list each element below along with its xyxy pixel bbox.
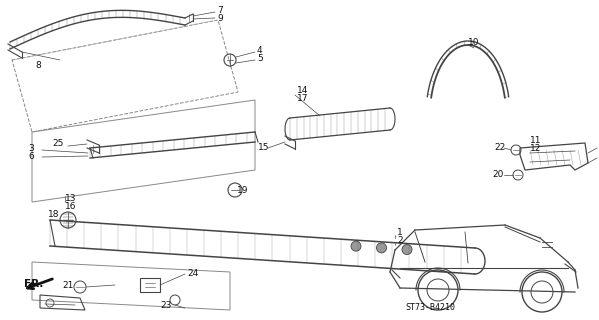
Text: 1: 1	[397, 228, 403, 236]
Text: 13: 13	[65, 194, 77, 203]
Circle shape	[351, 241, 361, 251]
Text: 11: 11	[530, 135, 541, 145]
Circle shape	[402, 244, 412, 254]
Text: 24: 24	[187, 268, 198, 277]
Text: 17: 17	[297, 93, 308, 102]
Text: 12: 12	[530, 143, 541, 153]
Bar	[140, 278, 160, 292]
Text: FR.: FR.	[24, 279, 43, 289]
Text: 3: 3	[28, 143, 34, 153]
Text: 18: 18	[48, 210, 59, 219]
Text: 23: 23	[160, 301, 171, 310]
Text: 2: 2	[397, 236, 403, 244]
Text: 20: 20	[492, 170, 503, 179]
Text: 14: 14	[297, 85, 308, 94]
Text: 6: 6	[28, 151, 34, 161]
Circle shape	[377, 243, 386, 253]
Text: 7: 7	[217, 5, 223, 14]
Text: 22: 22	[494, 142, 505, 151]
Text: 21: 21	[62, 282, 73, 291]
Text: 16: 16	[65, 202, 77, 211]
Text: 15: 15	[258, 142, 270, 151]
Text: 4: 4	[257, 45, 262, 54]
Text: ST73-B4210: ST73-B4210	[405, 302, 455, 311]
Text: 25: 25	[52, 139, 63, 148]
Text: 8: 8	[35, 60, 41, 69]
Text: 5: 5	[257, 53, 263, 62]
Text: 9: 9	[217, 13, 223, 22]
Text: 19: 19	[237, 186, 249, 195]
Text: 10: 10	[468, 37, 480, 46]
